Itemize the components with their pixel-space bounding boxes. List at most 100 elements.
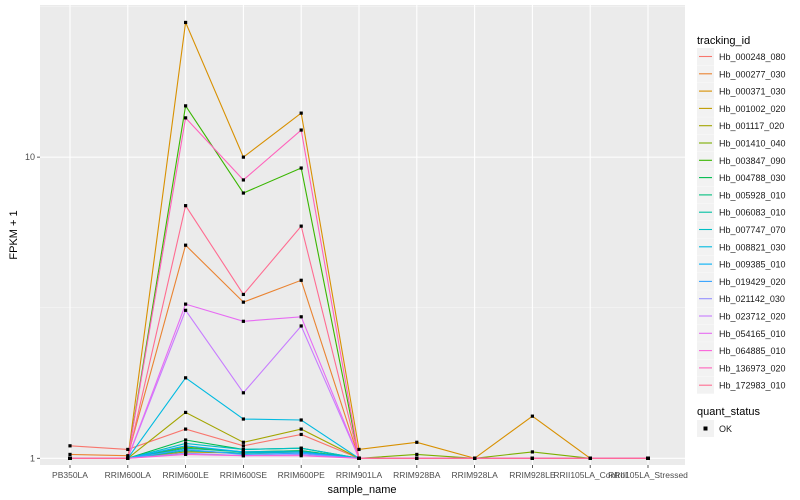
x-tick-label: PB350LA bbox=[52, 470, 88, 480]
data-point bbox=[184, 302, 188, 306]
y-axis-title: FPKM + 1 bbox=[8, 210, 20, 259]
data-point bbox=[415, 456, 419, 460]
legend-label: Hb_054165_010 bbox=[719, 329, 786, 339]
legend-label: Hb_001410_040 bbox=[719, 139, 786, 149]
data-point bbox=[241, 444, 245, 448]
x-tick-label: RRIM901LA bbox=[336, 470, 383, 480]
data-point bbox=[241, 300, 245, 304]
data-point bbox=[126, 456, 130, 460]
data-point bbox=[68, 452, 72, 457]
x-axis-title: sample_name bbox=[327, 484, 396, 496]
legend-label: Hb_006083_010 bbox=[719, 208, 786, 218]
legend-label: Hb_004788_030 bbox=[719, 173, 786, 183]
legend-label: Hb_172983_010 bbox=[719, 381, 786, 391]
x-axis: PB350LA RRIM600LA RRIM600LE RRIM600SE RRIM60… bbox=[52, 465, 688, 480]
data-point bbox=[68, 456, 72, 460]
legend-label: Hb_008821_030 bbox=[719, 242, 786, 252]
legend-title-status: quant_status bbox=[697, 406, 760, 418]
legend-status-label: OK bbox=[719, 424, 732, 434]
data-point bbox=[241, 292, 245, 297]
data-point bbox=[530, 450, 534, 454]
legend-label: Hb_005928_010 bbox=[719, 190, 786, 200]
data-point bbox=[299, 166, 303, 170]
y-axis: 1 10 bbox=[25, 152, 40, 463]
data-point bbox=[184, 427, 188, 431]
x-tick-label: RRIM600SE bbox=[220, 470, 268, 480]
x-tick-label: RRIM928BA bbox=[393, 470, 441, 480]
y-tick-label: 10 bbox=[25, 152, 35, 162]
data-point bbox=[241, 440, 245, 444]
data-point bbox=[299, 427, 303, 431]
data-point bbox=[184, 410, 188, 415]
data-point bbox=[588, 456, 592, 460]
data-point bbox=[241, 391, 245, 395]
data-point bbox=[299, 224, 303, 228]
data-point bbox=[68, 444, 72, 448]
legend-label: Hb_136973_020 bbox=[719, 363, 786, 373]
data-point bbox=[299, 432, 303, 437]
data-point bbox=[184, 104, 188, 108]
data-point bbox=[241, 454, 245, 458]
data-point bbox=[357, 456, 361, 460]
data-point bbox=[184, 441, 188, 446]
data-point bbox=[126, 454, 130, 458]
data-point bbox=[184, 204, 188, 208]
x-tick-label: RRIM928LE bbox=[509, 470, 556, 480]
data-point bbox=[184, 447, 188, 452]
legend-label: Hb_001117_020 bbox=[719, 121, 784, 131]
data-point bbox=[415, 440, 419, 444]
legend-label: Hb_064885_010 bbox=[719, 346, 786, 356]
data-point bbox=[473, 456, 477, 460]
data-point bbox=[241, 319, 245, 323]
data-point bbox=[299, 111, 303, 115]
data-point bbox=[241, 447, 245, 452]
legend-label: Hb_023712_020 bbox=[719, 312, 786, 322]
x-tick-label: RRIM928LA bbox=[451, 470, 498, 480]
data-point bbox=[241, 178, 245, 182]
data-point bbox=[357, 447, 361, 452]
data-point bbox=[299, 446, 303, 450]
data-point bbox=[299, 454, 303, 458]
legend-label: Hb_000371_030 bbox=[719, 87, 786, 97]
data-point bbox=[184, 116, 188, 120]
data-point bbox=[184, 452, 188, 457]
x-tick-label: RRIM600LA bbox=[105, 470, 152, 480]
y-tick-label: 1 bbox=[30, 453, 35, 463]
data-point bbox=[241, 450, 245, 454]
legend: tracking_id Hb_000248_080Hb_000277_030Hb… bbox=[697, 35, 786, 437]
plot-panel bbox=[40, 5, 685, 465]
data-point bbox=[184, 20, 188, 25]
data-point bbox=[415, 452, 419, 457]
data-point bbox=[241, 155, 245, 159]
data-point bbox=[299, 324, 303, 328]
legend-items: Hb_000248_080 Hb_000277_030 Hb_000371_030 H… bbox=[697, 48, 786, 394]
legend-label: Hb_003847_090 bbox=[719, 156, 786, 166]
legend-label: Hb_019429_020 bbox=[719, 277, 786, 287]
data-point bbox=[184, 308, 188, 312]
data-point bbox=[299, 315, 303, 319]
data-point bbox=[184, 444, 188, 448]
data-point bbox=[299, 278, 303, 282]
legend-title-tracking: tracking_id bbox=[697, 35, 750, 47]
data-point bbox=[299, 418, 303, 422]
data-point bbox=[530, 414, 534, 418]
grid-lines bbox=[40, 5, 685, 465]
legend-label: Hb_000248_080 bbox=[719, 52, 786, 62]
x-tick-label: RRIM600PE bbox=[278, 470, 326, 480]
data-point bbox=[184, 243, 188, 247]
x-tick-label: RRIM600LE bbox=[162, 470, 209, 480]
data-point bbox=[299, 128, 303, 132]
legend-label: Hb_021142_030 bbox=[719, 294, 785, 304]
data-point bbox=[241, 191, 245, 195]
data-point bbox=[646, 456, 650, 460]
data-point bbox=[530, 456, 534, 460]
legend-label: Hb_000277_030 bbox=[719, 69, 786, 79]
data-points bbox=[68, 20, 650, 460]
x-tick-label: RRII105LA_Control bbox=[553, 470, 627, 480]
data-point bbox=[184, 376, 188, 380]
data-point bbox=[241, 417, 245, 421]
x-tick-label: RRII105LA_Stressed bbox=[608, 470, 688, 480]
legend-label: Hb_007747_070 bbox=[719, 225, 786, 235]
legend-label: Hb_009385_010 bbox=[719, 260, 786, 270]
